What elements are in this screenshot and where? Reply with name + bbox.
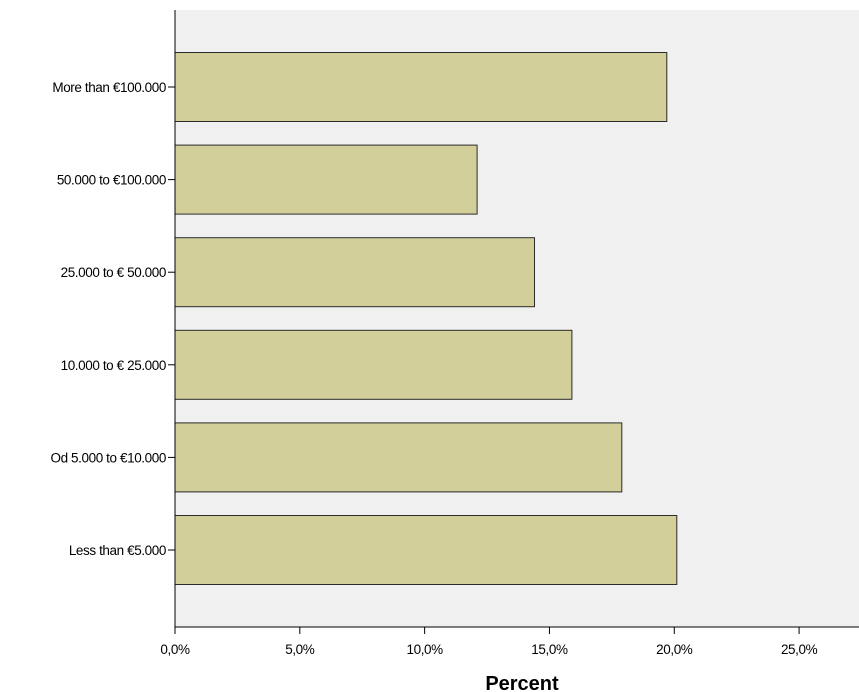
- bar: [174, 329, 573, 400]
- x-tick-label: 0,0%: [160, 642, 190, 657]
- x-tick-label: 20,0%: [656, 642, 693, 657]
- x-tick-label: 25,0%: [781, 642, 818, 657]
- x-axis-title: Percent: [485, 673, 559, 692]
- bar: [174, 422, 623, 493]
- x-tick-label: 5,0%: [285, 642, 315, 657]
- category-label: More than €100.000: [52, 80, 166, 95]
- bar: [174, 237, 535, 308]
- category-label-group: More than €100.000 50.000 to €100.000 25.0…: [50, 80, 166, 558]
- bar-group: [174, 52, 678, 585]
- category-label: Od 5.000 to €10.000: [50, 450, 166, 465]
- x-tick-label: 15,0%: [531, 642, 568, 657]
- category-label: Less than €5.000: [69, 543, 166, 558]
- bar: [174, 515, 678, 585]
- x-tick-group: 0,0% 5,0% 10,0% 15,0% 20,0% 25,0%: [160, 627, 818, 657]
- x-tick-label: 10,0%: [406, 642, 443, 657]
- category-label: 10.000 to € 25.000: [61, 358, 166, 373]
- bar: [174, 52, 668, 122]
- y-tick-group: [168, 86, 175, 551]
- category-label: 50.000 to €100.000: [57, 173, 166, 188]
- category-label: 25.000 to € 50.000: [61, 265, 166, 280]
- bar: [174, 144, 478, 215]
